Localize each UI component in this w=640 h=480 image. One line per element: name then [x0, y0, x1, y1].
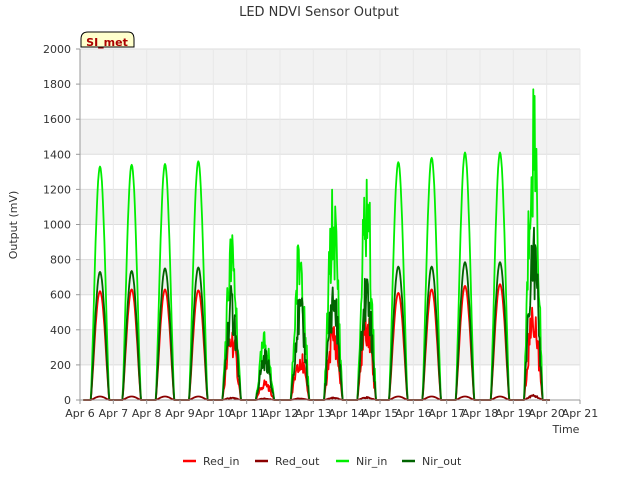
legend-label: Nir_in — [356, 455, 387, 468]
legend-label: Nir_out — [422, 455, 462, 468]
y-tick-label: 1600 — [43, 113, 71, 126]
y-tick-labels: 0 200 400 600 800 1000 1200 1400 1600 1800 2000 — [43, 43, 80, 407]
x-tick-label: Apr 8 — [132, 407, 162, 420]
x-tick-label: Apr 10 — [195, 407, 232, 420]
plot-band — [80, 119, 580, 155]
x-tick-label: Apr 7 — [99, 407, 129, 420]
x-axis-label: Time — [552, 423, 580, 436]
legend: Red_in Red_out Nir_in Nir_out — [183, 455, 462, 468]
y-tick-label: 200 — [50, 359, 71, 372]
badge-box — [80, 31, 135, 48]
y-tick-label: 1200 — [43, 183, 71, 196]
x-tick-label: Apr 16 — [395, 407, 432, 420]
x-tick-label: Apr 19 — [495, 407, 532, 420]
x-tick-label: Apr 18 — [462, 407, 499, 420]
legend-item-red-in: Red_in — [183, 455, 239, 468]
y-tick-label: 1000 — [43, 219, 71, 232]
y-tick-label: 1800 — [43, 78, 71, 91]
y-tick-label: 600 — [50, 289, 71, 302]
y-tick-label: 400 — [50, 324, 71, 337]
y-tick-label: 1400 — [43, 148, 71, 161]
legend-item-nir-out: Nir_out — [402, 455, 462, 468]
x-tick-label: Apr 6 — [65, 407, 95, 420]
legend-label: Red_out — [275, 455, 320, 468]
plot-band — [80, 189, 580, 225]
y-tick-label: 2000 — [43, 43, 71, 56]
x-tick-label: Apr 17 — [428, 407, 465, 420]
chart-title: LED NDVI Sensor Output — [239, 5, 399, 20]
legend-item-nir-in: Nir_in — [336, 455, 387, 468]
y-axis-label: Output (mV) — [7, 191, 20, 260]
site-badge: SI_met — [80, 31, 135, 49]
x-tick-label: Apr 9 — [165, 407, 195, 420]
legend-label: Red_in — [203, 455, 239, 468]
x-tick-label: Apr 13 — [295, 407, 332, 420]
x-tick-label: Apr 15 — [362, 407, 399, 420]
y-tick-label: 0 — [64, 394, 71, 407]
x-tick-label: Apr 21 — [562, 407, 599, 420]
plot-band — [80, 49, 580, 85]
x-tick-label: Apr 11 — [228, 407, 265, 420]
x-tick-label: Apr 14 — [328, 407, 365, 420]
x-tick-label: Apr 12 — [262, 407, 299, 420]
badge-label: SI_met — [86, 36, 128, 49]
x-tick-label: Apr 20 — [528, 407, 565, 420]
legend-item-red-out: Red_out — [255, 455, 320, 468]
y-tick-label: 800 — [50, 254, 71, 267]
